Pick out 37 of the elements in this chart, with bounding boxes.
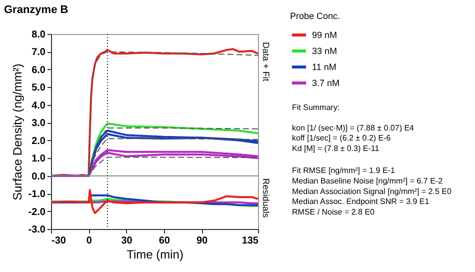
text: Fit Summary: <box>292 103 340 112</box>
y-tick-label: -2.0 <box>28 206 46 218</box>
legend-title: Probe Conc. <box>290 11 340 21</box>
y-tick-label: 3.0 <box>32 118 46 130</box>
legend-label: 99 nM <box>312 30 338 40</box>
x-tick-label: 60 <box>158 236 170 246</box>
y-tick-label: -1.0 <box>28 189 46 200</box>
text: Data + Fit <box>261 42 271 82</box>
text: RMSE / Noise = 2.8 E0 <box>292 207 376 216</box>
chart-title: Granzyme B <box>4 4 68 16</box>
x-tick-label: 0 <box>86 236 92 246</box>
x-tick-label: 90 <box>196 236 208 246</box>
y-tick-label: 0.0 <box>32 171 46 182</box>
x-axis-title: Time (min) <box>126 248 184 262</box>
legend-label: 11 nM <box>312 62 336 72</box>
text: Fit RMSE [ng/mm²] = 1.9 E-1 <box>292 166 396 176</box>
text: Kd [M] = (7.8 ± 0.3) E-11 <box>292 144 380 153</box>
text: Residuals <box>261 178 271 218</box>
y-tick-label: 7.0 <box>32 47 46 58</box>
y-tick-label: 6.0 <box>32 64 46 76</box>
y-tick-label: 4.0 <box>32 100 46 112</box>
y-tick-label: 2.0 <box>32 136 46 147</box>
legend-label: 33 nM <box>312 46 338 56</box>
y-tick-label: 1.0 <box>32 154 46 165</box>
x-tick-label: -30 <box>52 236 66 246</box>
x-tick-label: 30 <box>121 236 133 246</box>
text: Median Association Signal [ng/mm²] = 2.5 E0 <box>292 186 452 196</box>
y-axis-title: Surface Density (ng/mm²) <box>10 64 24 200</box>
x-tick-label: 135 <box>242 236 259 246</box>
text: kon [1/ (sec·M)] = (7.88 ± 0.07) E4 <box>292 123 415 132</box>
legend-label: 3.7 nM <box>312 78 340 88</box>
y-tick-label: 5.0 <box>32 82 46 94</box>
y-tick-label: -3.0 <box>28 224 46 236</box>
y-tick-label: 8.0 <box>32 30 46 40</box>
text: Median Baseline Noise [ng/mm²] = 6.7 E-2 <box>292 176 444 186</box>
text: koff [1/sec] = (6.2 ± 0.2) E-6 <box>292 134 392 143</box>
text: Median Assoc. Endpoint SNR = 3.9 E1 <box>292 197 430 206</box>
